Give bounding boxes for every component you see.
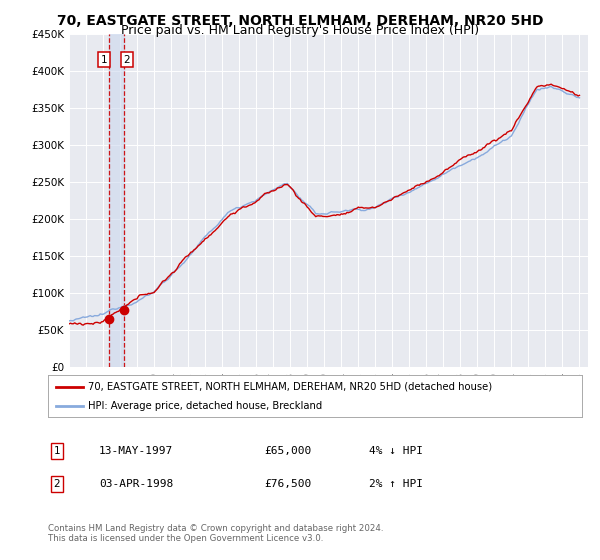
Text: HPI: Average price, detached house, Breckland: HPI: Average price, detached house, Brec… [88, 401, 322, 411]
Text: 2% ↑ HPI: 2% ↑ HPI [369, 479, 423, 489]
Text: 03-APR-1998: 03-APR-1998 [99, 479, 173, 489]
Text: £65,000: £65,000 [264, 446, 311, 456]
Text: Price paid vs. HM Land Registry's House Price Index (HPI): Price paid vs. HM Land Registry's House … [121, 24, 479, 37]
Text: 2: 2 [53, 479, 61, 489]
Text: 4% ↓ HPI: 4% ↓ HPI [369, 446, 423, 456]
Text: 13-MAY-1997: 13-MAY-1997 [99, 446, 173, 456]
Text: 1: 1 [53, 446, 61, 456]
Text: 70, EASTGATE STREET, NORTH ELMHAM, DEREHAM, NR20 5HD (detached house): 70, EASTGATE STREET, NORTH ELMHAM, DEREH… [88, 381, 492, 391]
Text: 70, EASTGATE STREET, NORTH ELMHAM, DEREHAM, NR20 5HD: 70, EASTGATE STREET, NORTH ELMHAM, DEREH… [57, 14, 543, 28]
Bar [109, 34, 124, 367]
Text: £76,500: £76,500 [264, 479, 311, 489]
Text: This data is licensed under the Open Government Licence v3.0.: This data is licensed under the Open Gov… [48, 534, 323, 543]
Text: 1: 1 [101, 54, 107, 64]
Text: Contains HM Land Registry data © Crown copyright and database right 2024.: Contains HM Land Registry data © Crown c… [48, 524, 383, 533]
Text: 2: 2 [124, 54, 130, 64]
